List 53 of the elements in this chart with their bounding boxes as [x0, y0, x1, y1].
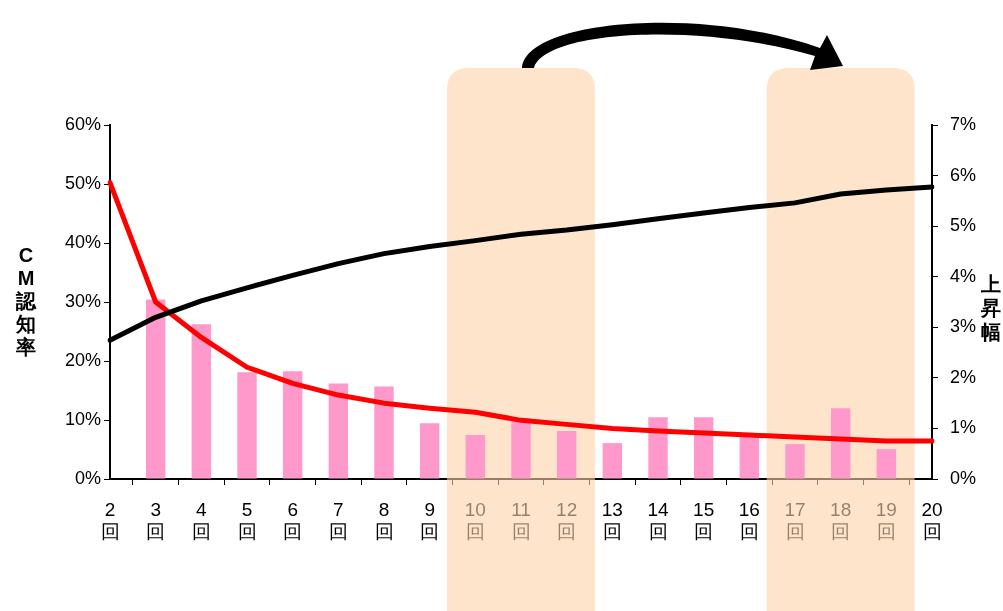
x-tick-label: 11 回 — [511, 498, 531, 543]
x-tick-label: 9 回 — [420, 498, 440, 543]
bar — [511, 418, 531, 479]
y-axis-title: CM認知率 — [15, 243, 37, 358]
bar — [739, 435, 760, 479]
bar — [145, 299, 166, 479]
y-tick-label: 60% — [64, 113, 101, 134]
y-tick-label: 10% — [64, 408, 101, 429]
x-tick-label: 12 回 — [556, 498, 578, 543]
y2-tick-label: 0% — [950, 467, 977, 488]
bar — [465, 435, 486, 479]
x-tick-label: 10 回 — [464, 498, 486, 543]
x-tick-label: 8 回 — [374, 498, 394, 543]
y-tick-label: 40% — [64, 231, 101, 252]
y-tick-label: 50% — [64, 172, 101, 193]
x-tick-label: 20 回 — [921, 498, 943, 543]
y2-tick-label: 2% — [950, 366, 977, 387]
y2-tick-label: 6% — [950, 164, 977, 185]
bar — [328, 383, 349, 479]
bar — [648, 417, 668, 479]
bar — [602, 443, 623, 479]
x-tick-label: 13 回 — [601, 498, 623, 543]
x-tick-label: 14 回 — [647, 498, 669, 543]
bar — [556, 430, 577, 479]
y2-tick-label: 5% — [950, 215, 977, 236]
bar — [282, 371, 303, 479]
bar — [876, 449, 897, 479]
x-tick-label: 19 回 — [875, 498, 897, 543]
x-tick-label: 18 回 — [830, 498, 852, 543]
x-tick-label: 17 回 — [784, 498, 806, 543]
bar — [693, 417, 714, 479]
bar — [191, 324, 212, 479]
x-tick-label: 2 回 — [100, 498, 120, 543]
y2-tick-label: 7% — [950, 113, 977, 134]
bar — [785, 444, 805, 479]
x-tick-label: 5 回 — [237, 498, 257, 543]
x-tick-label: 7 回 — [328, 498, 348, 543]
bar — [237, 372, 257, 479]
y-tick-label: 0% — [74, 467, 101, 488]
y2-tick-label: 4% — [950, 265, 977, 286]
bar — [830, 408, 851, 479]
x-tick-label: 6 回 — [283, 498, 303, 543]
y2-tick-label: 1% — [950, 417, 977, 438]
x-tick-label: 15 回 — [693, 498, 715, 543]
bar — [374, 386, 394, 479]
y-tick-label: 30% — [64, 290, 101, 311]
y-tick-label: 20% — [64, 349, 101, 370]
x-tick-label: 4 回 — [191, 498, 211, 543]
bar — [419, 423, 440, 479]
x-tick-label: 3 回 — [146, 498, 166, 543]
y2-tick-label: 3% — [950, 316, 977, 337]
y2-axis-title: 上昇幅 — [980, 272, 1001, 343]
x-tick-label: 16 回 — [738, 498, 760, 543]
